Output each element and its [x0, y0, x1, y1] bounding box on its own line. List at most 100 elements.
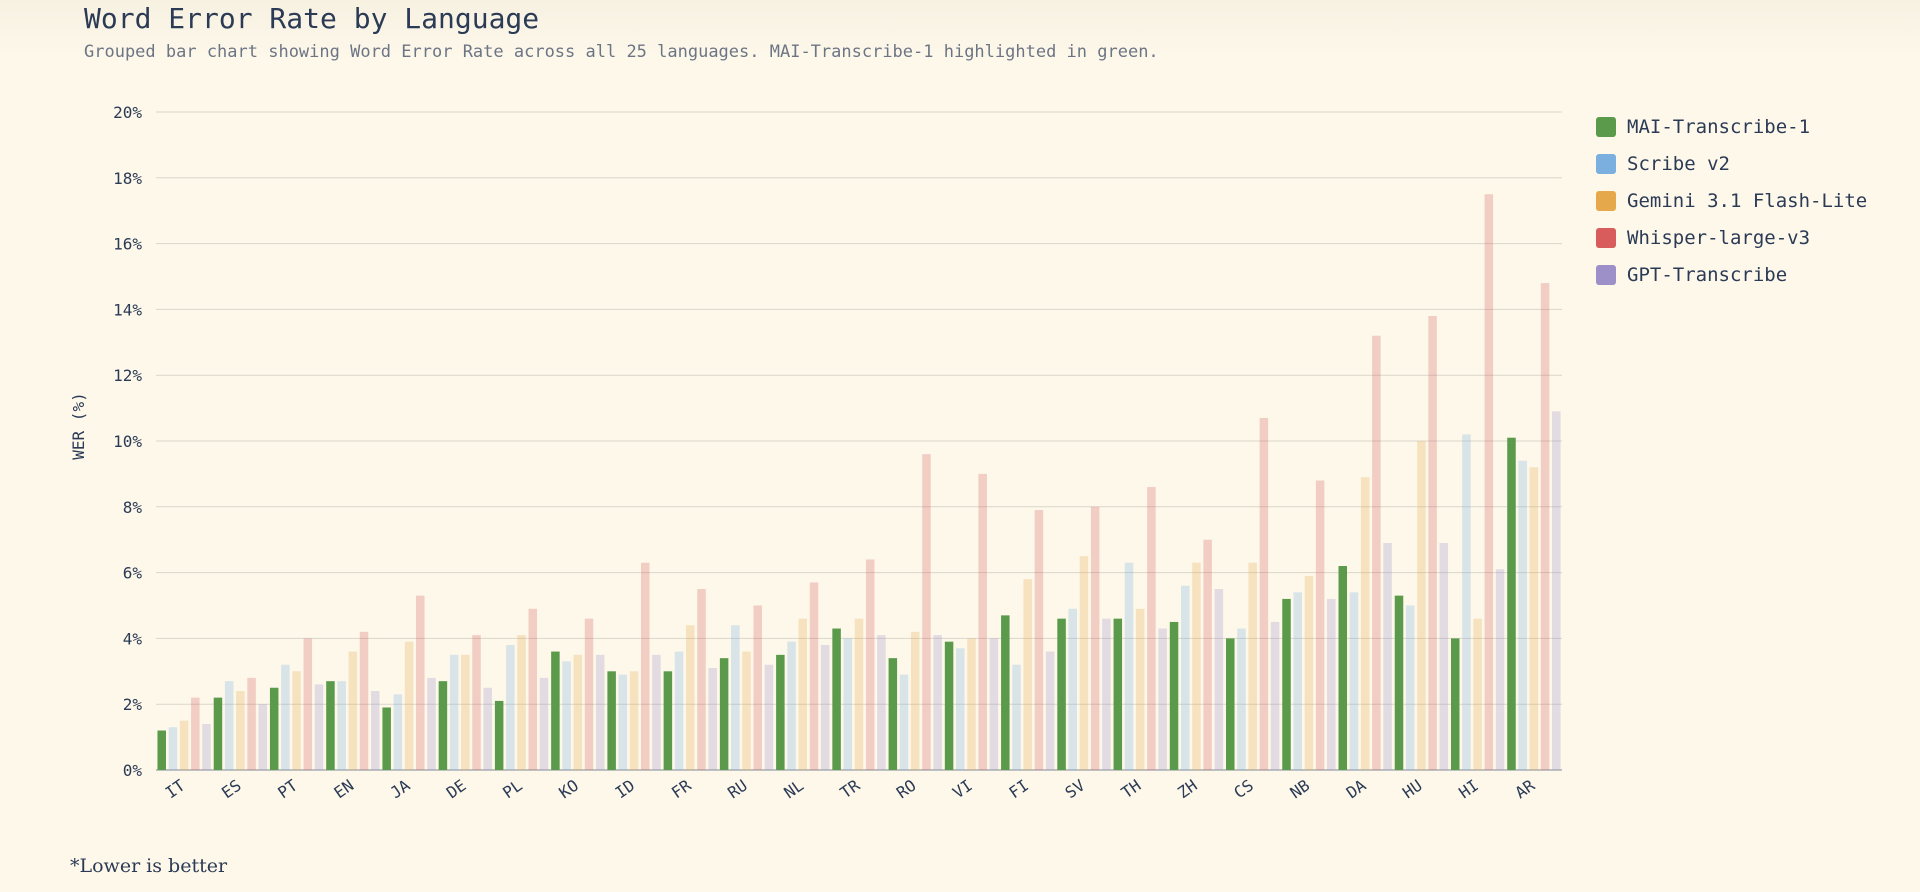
bar-da-2	[1360, 477, 1370, 770]
bar-nb-3	[1315, 480, 1325, 770]
bar-de-2	[461, 654, 470, 770]
x-tick-label-hi: HI	[1455, 776, 1482, 803]
bar-tr-0	[832, 628, 841, 770]
bar-cs-2	[1248, 562, 1257, 770]
bar-it-2	[179, 720, 189, 770]
y-tick-label: 16%	[113, 235, 142, 254]
x-tick-label-ar: AR	[1511, 776, 1538, 803]
y-tick-label: 20%	[113, 103, 142, 122]
legend-swatch	[1596, 116, 1616, 137]
bar-nl-1	[787, 641, 796, 770]
bar-es-1	[224, 681, 234, 770]
bar-ro-4	[933, 635, 942, 770]
legend-item: Whisper-large-v3	[1596, 219, 1867, 256]
bar-fi-0	[1001, 615, 1010, 770]
x-tick-label-vi: VI	[949, 776, 976, 803]
x-tick-label-nb: NB	[1287, 776, 1314, 803]
bar-cs-3	[1259, 417, 1269, 770]
bar-pt-2	[292, 671, 301, 770]
bar-hu-0	[1394, 595, 1404, 770]
bar-id-2	[629, 671, 639, 770]
bar-pt-1	[281, 664, 290, 770]
bar-ro-2	[910, 631, 920, 770]
legend-item: Gemini 3.1 Flash-Lite	[1596, 182, 1867, 219]
bar-hi-0	[1450, 638, 1460, 770]
bar-cs-1	[1237, 628, 1246, 770]
x-tick-label-fr: FR	[668, 776, 695, 803]
x-tick-label-fi: FI	[1005, 776, 1032, 803]
bar-id-3	[640, 562, 650, 770]
legend-label: GPT-Transcribe	[1627, 263, 1788, 286]
x-tick-label-cs: CS	[1230, 776, 1257, 803]
bar-hu-1	[1405, 605, 1415, 770]
legend-item: MAI-Transcribe-1	[1596, 108, 1867, 145]
bar-th-2	[1135, 608, 1145, 770]
x-tick-label-ro: RO	[893, 776, 920, 803]
bar-en-4	[370, 691, 380, 770]
x-tick-label-pl: PL	[499, 776, 526, 803]
bar-ru-0	[719, 658, 729, 770]
bar-hi-4	[1495, 569, 1505, 770]
bar-hu-3	[1428, 315, 1437, 770]
legend-swatch	[1596, 227, 1616, 248]
x-tick-label-hu: HU	[1399, 776, 1426, 803]
bar-pt-0	[269, 687, 279, 770]
bar-pl-3	[528, 608, 538, 770]
bar-fr-0	[663, 671, 673, 770]
x-tick-label-ja: JA	[387, 776, 414, 803]
bar-sv-2	[1079, 556, 1089, 770]
bar-sv-3	[1090, 506, 1100, 770]
bar-tr-4	[877, 635, 886, 770]
y-tick-label: 0%	[123, 761, 143, 780]
bar-vi-1	[956, 648, 965, 770]
bar-pl-0	[494, 700, 504, 770]
y-tick-label: 18%	[113, 169, 142, 188]
x-tick-label-tr: TR	[837, 776, 864, 803]
bar-th-4	[1158, 628, 1167, 770]
bar-nl-3	[809, 582, 819, 770]
legend-swatch	[1596, 190, 1616, 211]
bar-nb-4	[1327, 598, 1336, 770]
bar-nl-4	[820, 644, 830, 770]
bar-hu-4	[1439, 542, 1449, 770]
bar-fi-2	[1023, 579, 1032, 770]
bar-fr-4	[708, 668, 717, 770]
bar-nl-2	[798, 618, 808, 770]
bar-ko-2	[573, 654, 583, 770]
bar-ko-3	[584, 618, 594, 770]
bar-da-4	[1383, 542, 1392, 770]
bar-de-0	[438, 681, 448, 770]
bar-ar-3	[1540, 283, 1550, 770]
x-tick-label-en: EN	[330, 776, 357, 803]
bar-ar-4	[1552, 411, 1561, 770]
bar-it-0	[157, 730, 166, 770]
bar-ja-3	[416, 595, 425, 770]
x-tick-label-ru: RU	[724, 776, 751, 803]
bar-hi-3	[1484, 194, 1494, 770]
bar-ja-4	[427, 677, 436, 770]
bar-en-2	[348, 651, 358, 770]
bar-zh-0	[1169, 621, 1179, 770]
bar-th-3	[1147, 487, 1156, 770]
x-tick-label-it: IT	[162, 776, 189, 803]
bar-vi-4	[989, 638, 999, 770]
y-axis-label: WER (%)	[69, 392, 88, 459]
x-tick-label-th: TH	[1118, 776, 1145, 803]
bar-ar-1	[1518, 460, 1527, 770]
bar-vi-0	[944, 641, 954, 770]
x-tick-label-es: ES	[218, 776, 245, 803]
bar-pl-2	[517, 635, 526, 770]
bar-nb-2	[1304, 575, 1314, 770]
bar-hi-1	[1462, 434, 1471, 770]
bar-de-1	[449, 654, 459, 770]
bar-id-1	[618, 674, 628, 770]
y-tick-label: 14%	[113, 300, 142, 319]
bar-ru-3	[753, 605, 762, 770]
bar-zh-2	[1192, 562, 1201, 770]
bar-th-1	[1124, 562, 1134, 770]
bar-es-0	[213, 697, 223, 770]
bar-es-3	[247, 677, 256, 770]
bar-ko-1	[562, 661, 571, 770]
bar-ru-1	[731, 625, 740, 770]
legend-swatch	[1596, 153, 1616, 174]
